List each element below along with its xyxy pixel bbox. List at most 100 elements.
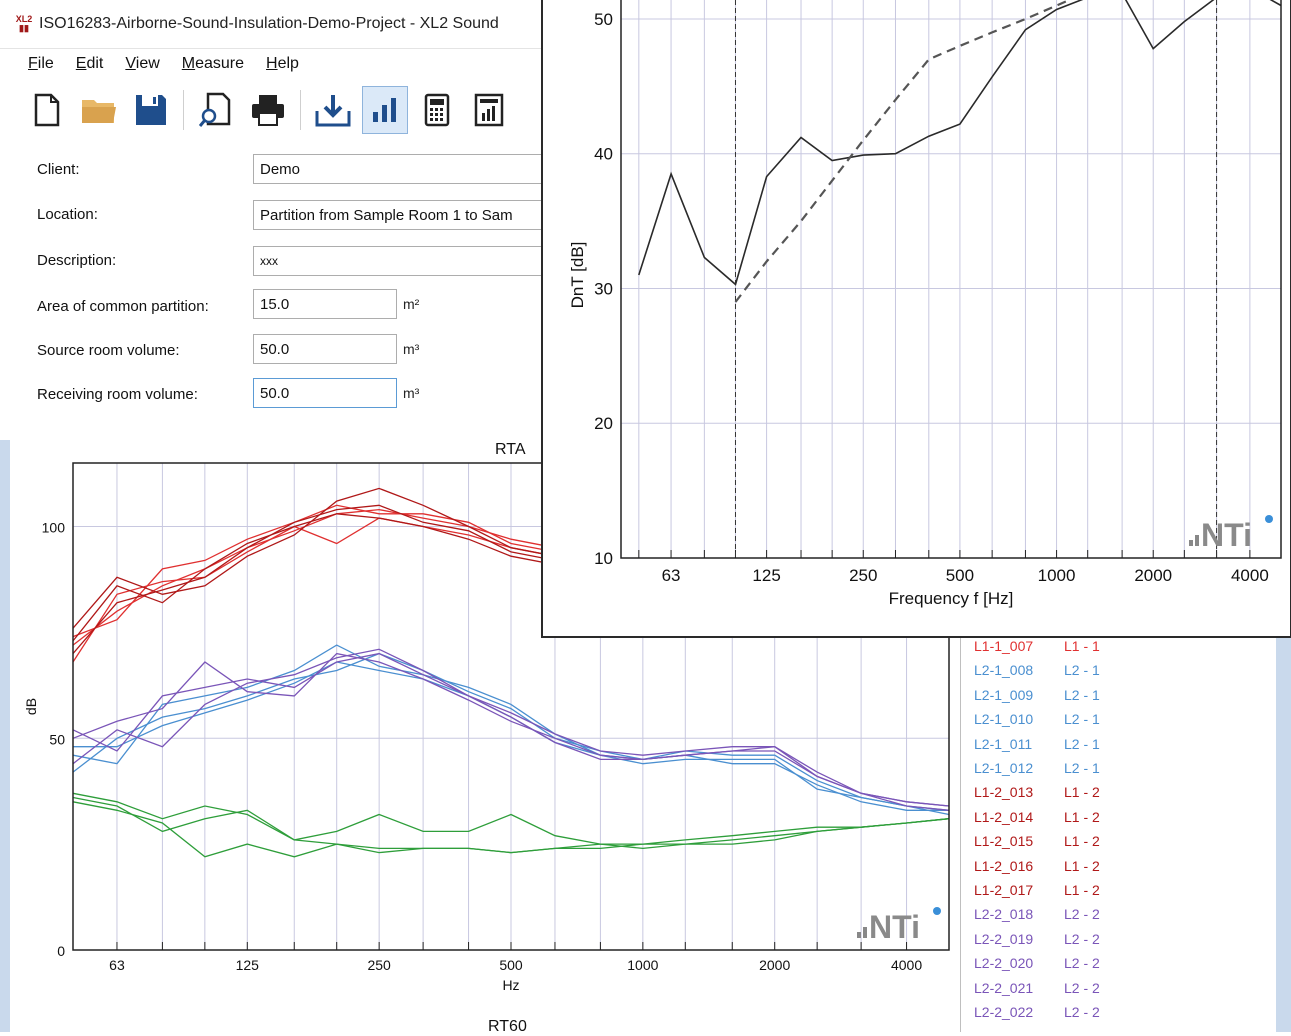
- series-line: [72, 504, 556, 638]
- legend-item-group: L2 - 2: [1064, 930, 1100, 947]
- window-title: ISO16283-Airborne-Sound-Insulation-Demo-…: [39, 15, 499, 32]
- dnt-chart[interactable]: 10 20 30 40 50 63 125 250 500 1000 2000 4000 Frequen…: [543, 0, 1289, 636]
- legend-item[interactable]: L2-2_020 L2 - 2: [974, 955, 1100, 971]
- source-volume-label: Source room volume:: [37, 342, 180, 359]
- rt60-chart-title: RT60: [488, 1018, 527, 1035]
- legend-item[interactable]: L1-2_014 L1 - 2: [974, 809, 1100, 825]
- legend-item[interactable]: L1-2_016 L1 - 2: [974, 857, 1100, 874]
- nti-logo: NTi: [857, 907, 941, 945]
- area-unit: m²: [403, 296, 420, 312]
- window-edge: [0, 440, 10, 1032]
- app-icon-label: XL2: [15, 14, 33, 24]
- dnt-chart-popup: 10 20 30 40 50 63 125 250 500 1000 2000 4000 Frequen…: [541, 0, 1291, 638]
- y-tick-label: 100: [42, 520, 66, 536]
- client-input[interactable]: [253, 154, 553, 184]
- new-document-button[interactable]: [24, 86, 70, 134]
- new-document-icon: [34, 93, 60, 127]
- save-button[interactable]: [128, 86, 174, 134]
- menu-measure-rest: easure: [195, 55, 245, 72]
- series-line: [72, 513, 556, 642]
- y-tick-label: 30: [594, 279, 613, 298]
- nti-logo-bar: [1189, 540, 1193, 546]
- window-edge: [1276, 636, 1291, 1032]
- x-tick-label: 4000: [1231, 566, 1269, 585]
- legend-item[interactable]: L2-1_011 L2 - 1: [974, 735, 1100, 752]
- legend-panel[interactable]: L1-1_007 L1 - 1 L2-1_008 L2 - 1 L2-1_009 L2 -…: [960, 636, 1278, 1032]
- print-preview-icon: [199, 92, 231, 127]
- series-line: [72, 796, 950, 854]
- legend-item-group: L2 - 1: [1064, 686, 1100, 703]
- source-volume-unit: m³: [403, 341, 420, 357]
- legend-item-measurement: L2-1_008: [974, 662, 1034, 679]
- menu-edit[interactable]: Edit: [75, 55, 104, 72]
- y-axis-label: DnT [dB]: [568, 242, 587, 309]
- xl2-app-icon: XL2 ▮▮: [15, 15, 33, 33]
- legend-item[interactable]: L2-2_018 L2 - 2: [974, 906, 1100, 922]
- legend-item-measurement: L2-2_019: [974, 930, 1034, 947]
- legend-item[interactable]: L2-1_009 L2 - 1: [974, 687, 1100, 703]
- x-tick-label: 125: [752, 566, 780, 585]
- print-button[interactable]: [245, 86, 291, 134]
- menu-bar: File Edit View Measure Help: [0, 50, 299, 78]
- rta-view-button[interactable]: [362, 86, 408, 134]
- nti-logo-bar: [863, 927, 867, 938]
- legend-item-measurement: L2-1_012: [974, 760, 1034, 776]
- x-tick-label: 1000: [1038, 566, 1076, 585]
- import-button[interactable]: [310, 86, 356, 134]
- legend-item[interactable]: L2-2_021 L2 - 2: [974, 979, 1100, 996]
- series-line: [72, 652, 950, 807]
- import-download-icon: [315, 95, 351, 127]
- x-axis-label: Frequency f [Hz]: [889, 589, 1014, 608]
- legend-item-measurement: L1-2_013: [974, 784, 1034, 801]
- receiving-volume-label: Receiving room volume:: [37, 386, 198, 403]
- menu-file[interactable]: File: [28, 55, 54, 72]
- legend-item-group: L1 - 2: [1064, 882, 1100, 898]
- legend-item-group: L1 - 1: [1064, 638, 1100, 654]
- description-input[interactable]: [253, 246, 553, 276]
- receiving-volume-input[interactable]: [253, 378, 397, 408]
- nti-logo-dot: [1265, 515, 1273, 523]
- legend-item[interactable]: L1-2_015 L1 - 2: [974, 833, 1100, 849]
- x-tick-label: 2000: [1134, 566, 1172, 585]
- calculator-button[interactable]: [414, 86, 460, 134]
- menu-measure[interactable]: Measure: [181, 55, 245, 72]
- plot-frame: [620, 0, 1282, 559]
- legend-item[interactable]: L2-1_008 L2 - 1: [974, 662, 1100, 679]
- y-tick-label: 0: [57, 943, 65, 959]
- open-folder-button[interactable]: [76, 86, 122, 134]
- legend-item[interactable]: L1-2_017 L1 - 2: [974, 882, 1100, 898]
- legend-item-measurement: L2-1_011: [974, 735, 1033, 752]
- legend-item-measurement: L2-2_021: [974, 979, 1034, 996]
- legend-item[interactable]: L2-2_022 L2 - 2: [974, 1004, 1100, 1020]
- legend-item-measurement: L1-2_016: [974, 857, 1034, 874]
- print-preview-button[interactable]: [193, 86, 239, 134]
- legend-item[interactable]: L2-1_012 L2 - 1: [974, 760, 1100, 776]
- x-axis-label: Hz: [502, 977, 519, 993]
- legend-item[interactable]: L1-2_013 L1 - 2: [974, 784, 1100, 801]
- menu-view[interactable]: View: [125, 55, 160, 72]
- legend-item[interactable]: L2-2_019 L2 - 2: [974, 930, 1100, 947]
- y-axis-label: dB: [23, 698, 39, 715]
- x-tick-label: 500: [499, 957, 523, 973]
- y-tick-label: 20: [594, 414, 613, 433]
- source-volume-input[interactable]: [253, 334, 397, 364]
- area-input[interactable]: [253, 289, 397, 319]
- legend-item-measurement: L2-2_022: [974, 1004, 1034, 1020]
- series-line: [72, 652, 949, 811]
- legend-item[interactable]: L2-1_010 L2 - 1: [974, 711, 1100, 727]
- area-label: Area of common partition:: [37, 298, 209, 315]
- legend-item-group: L2 - 1: [1064, 662, 1100, 679]
- calculator-icon: [424, 93, 450, 127]
- location-input[interactable]: [253, 200, 553, 230]
- receiving-volume-unit: m³: [403, 385, 420, 401]
- x-tick-label: 250: [367, 957, 391, 973]
- x-tick-label: 125: [236, 957, 260, 973]
- x-tick-label: 4000: [891, 957, 922, 973]
- report-button[interactable]: [466, 86, 512, 134]
- menu-help[interactable]: Help: [266, 55, 299, 72]
- menu-view-rest: iew: [135, 55, 160, 72]
- menu-help-rest: elp: [277, 55, 299, 72]
- legend-item[interactable]: L1-1_007 L1 - 1: [974, 638, 1100, 654]
- legend-item-measurement: L1-2_017: [974, 882, 1034, 898]
- report-icon: [474, 93, 504, 127]
